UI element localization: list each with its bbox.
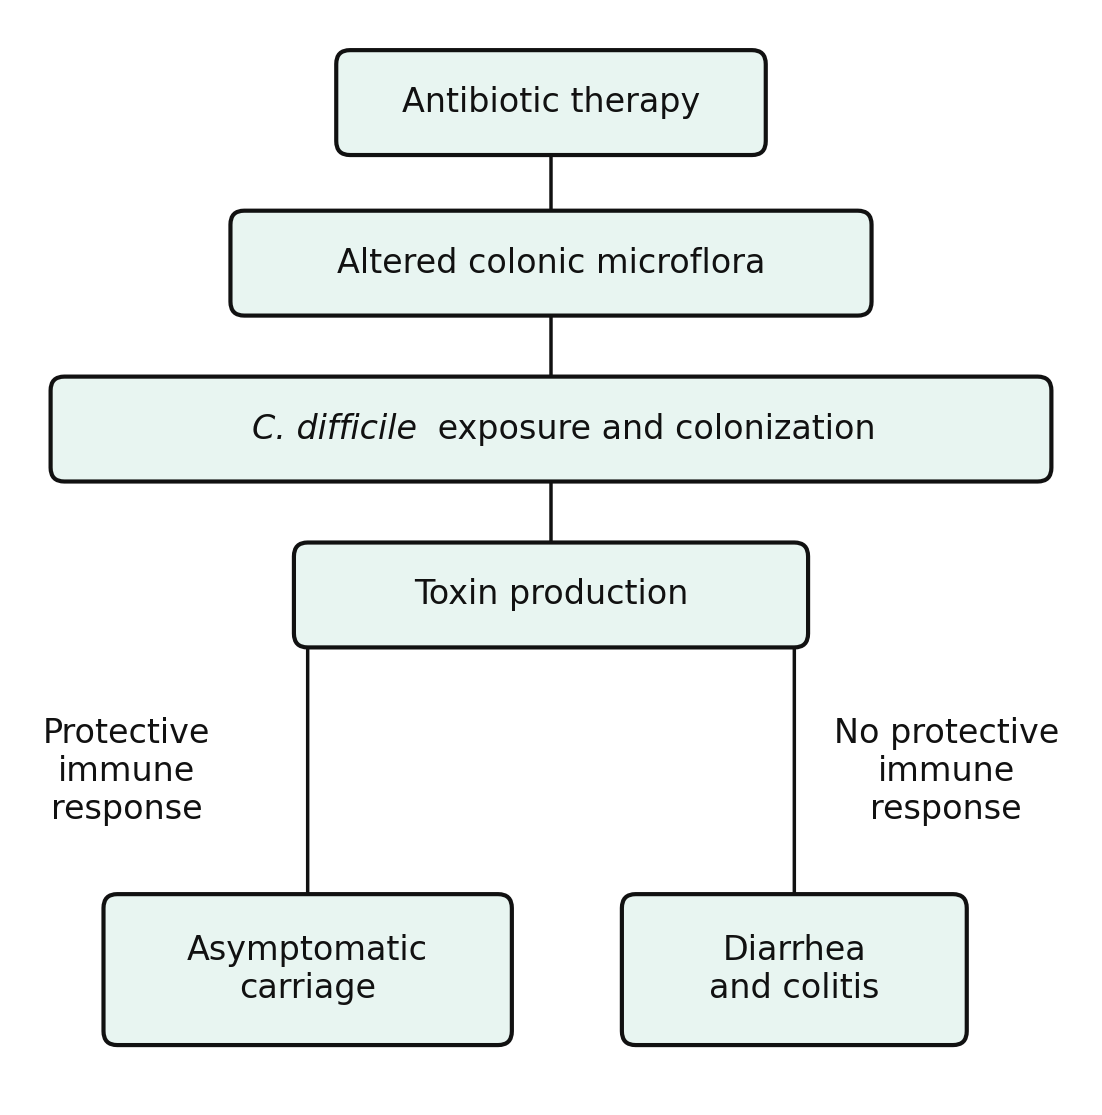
FancyBboxPatch shape <box>294 543 808 648</box>
Text: Toxin production: Toxin production <box>414 579 688 611</box>
Text: Protective
immune
response: Protective immune response <box>43 717 210 826</box>
FancyBboxPatch shape <box>104 894 511 1045</box>
Text: C. difficile: C. difficile <box>252 413 418 446</box>
Text: Antibiotic therapy: Antibiotic therapy <box>402 86 700 119</box>
FancyBboxPatch shape <box>51 377 1051 482</box>
FancyBboxPatch shape <box>622 894 966 1045</box>
Text: Altered colonic microflora: Altered colonic microflora <box>337 246 765 280</box>
Text: Asymptomatic
carriage: Asymptomatic carriage <box>187 934 429 1006</box>
Text: exposure and colonization: exposure and colonization <box>426 413 875 446</box>
Text: No protective
immune
response: No protective immune response <box>833 717 1059 826</box>
FancyBboxPatch shape <box>230 211 872 316</box>
Text: Diarrhea
and colitis: Diarrhea and colitis <box>709 934 879 1006</box>
FancyBboxPatch shape <box>336 50 766 155</box>
